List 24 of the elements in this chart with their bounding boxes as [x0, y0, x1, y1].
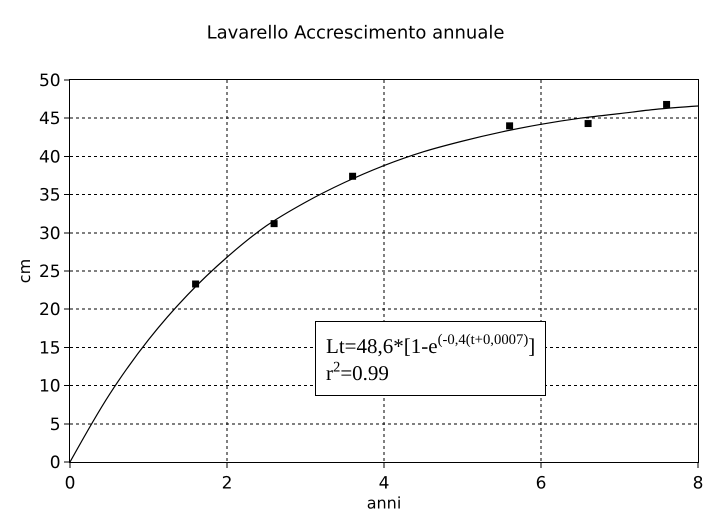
x-tick-label: 2 — [222, 473, 232, 494]
y-tick-label: 40 — [38, 147, 61, 168]
y-tick-label: 10 — [38, 376, 61, 397]
chart-title: Lavarello Accrescimento annuale — [206, 22, 504, 44]
x-tick-label: 8 — [692, 473, 704, 494]
point — [663, 100, 670, 108]
y-tick-label: 30 — [38, 224, 61, 244]
x-tick-label: 0 — [64, 473, 76, 494]
x-tick-label: 4 — [378, 473, 390, 494]
point — [584, 120, 592, 128]
y-tick-label: 25 — [38, 262, 61, 282]
annotation: Lt=48,6*[1-e$^{(-0,4(t+0,0007)}$] — [326, 332, 536, 358]
y-tick-label: 0 — [50, 452, 61, 473]
x-axis-title: anni — [366, 493, 402, 512]
annotation: r$^{2}$=0.99 — [326, 359, 389, 386]
y-axis-title: cm — [14, 258, 34, 284]
x-tick-label: 6 — [536, 473, 546, 494]
y-tick-label: 50 — [38, 70, 61, 91]
y-tick-label: 20 — [38, 300, 61, 320]
y-tick-label: 15 — [38, 338, 61, 358]
y-tick-label: 5 — [50, 414, 61, 435]
y-tick-label: 35 — [38, 186, 61, 206]
point — [506, 122, 514, 130]
y-tick-label: 45 — [38, 109, 61, 130]
